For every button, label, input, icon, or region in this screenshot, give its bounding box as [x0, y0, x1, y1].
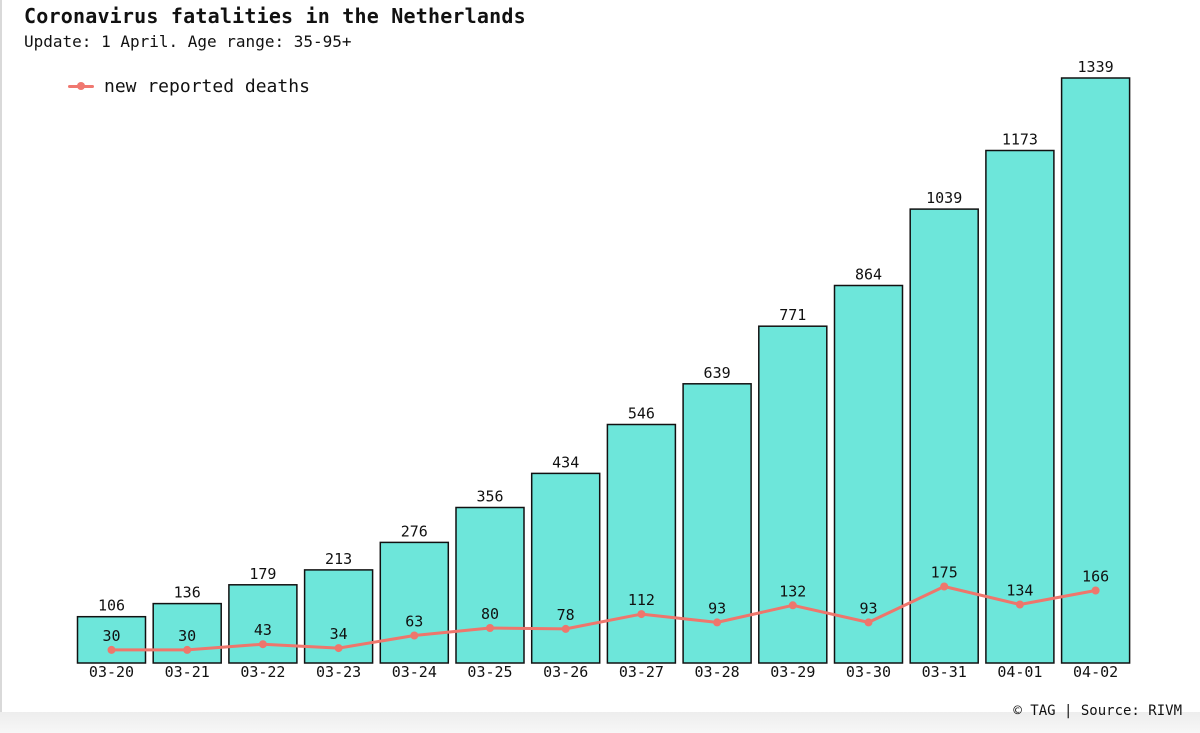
chart-subtitle: Update: 1 April. Age range: 35-95+ [24, 32, 352, 51]
line-value-label: 63 [405, 613, 423, 631]
line-value-label: 132 [779, 582, 806, 600]
bar [606, 423, 677, 664]
bar-value-label: 106 [98, 597, 125, 615]
bar [379, 541, 450, 664]
line-value-label: 78 [557, 606, 575, 624]
line-value-label: 43 [254, 621, 272, 639]
source-credit: © TAG | Source: RIVM [1013, 703, 1182, 719]
line-value-label: 112 [628, 591, 655, 609]
x-tick-label: 03-27 [619, 663, 664, 681]
bar-value-label: 136 [174, 584, 201, 602]
line-point [561, 624, 570, 633]
x-tick-label: 04-01 [997, 663, 1042, 681]
x-tick-label: 03-20 [89, 663, 134, 681]
bar [455, 506, 525, 664]
bar-value-label: 179 [249, 565, 276, 583]
line-point [1091, 586, 1100, 595]
line-point [486, 624, 494, 632]
bar-value-label: 1039 [926, 189, 962, 207]
x-tick-label: 03-25 [467, 663, 512, 681]
line-point [258, 640, 267, 649]
bars-group [76, 77, 1131, 664]
line-point [183, 645, 192, 654]
bar-value-label: 1339 [1078, 58, 1114, 76]
bar-value-label: 276 [401, 522, 428, 540]
bar-value-label: 864 [855, 266, 882, 284]
line-point [334, 644, 343, 653]
line-point [107, 645, 116, 654]
line-point [410, 631, 419, 640]
line-series-group: 30 30 43 34 63 80 78 112 93 132 93 175 134 166 [102, 564, 1109, 654]
bar-value-label: 639 [704, 364, 731, 382]
x-tick-label: 03-21 [165, 663, 210, 681]
x-tick-label: 03-22 [240, 663, 285, 681]
line-point [864, 618, 873, 627]
bar [76, 615, 147, 664]
line-point [788, 601, 797, 610]
line-point [1015, 600, 1024, 609]
line-point [713, 618, 722, 627]
line-value-label: 80 [481, 605, 499, 623]
line-value-label: 34 [330, 625, 348, 643]
bar [1060, 77, 1131, 664]
line-value-label: 175 [931, 564, 958, 582]
bottom-band [0, 712, 1200, 733]
x-tick-label: 03-23 [316, 663, 361, 681]
x-tick-label: 03-28 [695, 663, 740, 681]
bar-value-label: 546 [628, 405, 655, 423]
line-value-label: 30 [178, 627, 196, 645]
x-tick-label: 03-29 [770, 663, 815, 681]
x-tick-labels-group: 03-20 03-21 03-22 03-23 03-24 03-25 03-26 03-27… [89, 663, 1118, 681]
line-value-label: 93 [859, 599, 877, 617]
bar-value-label: 356 [476, 488, 503, 506]
bar [758, 325, 828, 664]
chart-title: Coronavirus fatalities in the Netherland… [24, 4, 526, 28]
line-value-label: 166 [1082, 568, 1109, 586]
bar [530, 472, 601, 664]
bar-value-label: 771 [779, 306, 806, 324]
legend-label: new reported deaths [104, 76, 310, 97]
page-edge [0, 0, 2, 712]
line-point [637, 610, 646, 619]
line-value-label: 93 [708, 599, 726, 617]
bar-value-label: 1173 [1002, 131, 1038, 149]
bar-value-label: 213 [325, 550, 352, 568]
bar [152, 602, 222, 664]
legend-marker [77, 82, 85, 90]
x-tick-label: 04-02 [1073, 663, 1118, 681]
x-tick-label: 03-26 [543, 663, 588, 681]
bar [985, 149, 1055, 664]
bar-value-label: 434 [552, 453, 579, 471]
line-series-path [111, 585, 1096, 652]
x-tick-label: 03-30 [846, 663, 891, 681]
bar-labels-group: 106 136 179 213 276 356 434 546 639 771 864 1039 117… [98, 58, 1114, 615]
line-value-label: 30 [102, 627, 120, 645]
bar [228, 584, 298, 664]
bar [909, 208, 979, 664]
x-tick-label: 03-31 [922, 663, 967, 681]
x-tick-label: 03-24 [392, 663, 437, 681]
line-point [940, 582, 949, 591]
line-value-label: 134 [1006, 582, 1033, 600]
bar [833, 284, 904, 664]
